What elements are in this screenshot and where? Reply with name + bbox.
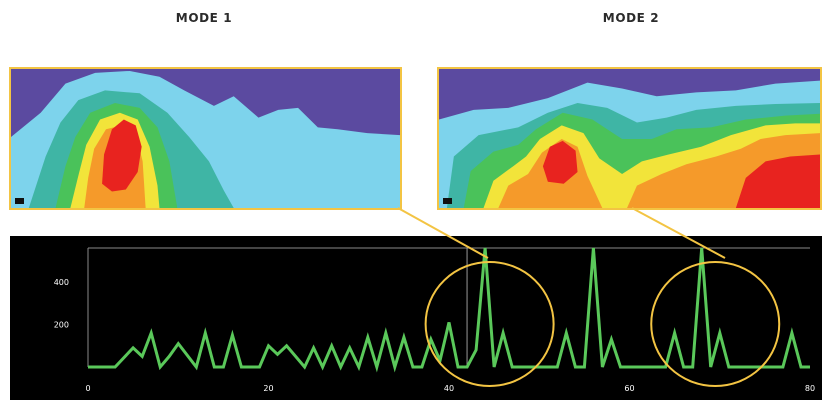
x-tick-label-60: 60 [624,384,634,393]
mode-2-scale-marker [443,198,452,204]
line-chart: 0 20 40 60 80 200 400 [54,247,815,393]
mode-2-heatmap-image [439,69,820,208]
mode-1-heatmap-image [11,69,400,208]
chart-highlight-circle-1 [424,261,555,387]
mode-2-title: MODE 2 [602,11,660,25]
chart-series-line [88,247,810,373]
y-tick-label-200: 200 [54,321,69,330]
x-tick-label-0: 0 [85,384,90,393]
chart-panel: 0 20 40 60 80 200 400 [10,236,822,400]
x-tick-label-20: 20 [263,384,273,393]
mode-1-title: MODE 1 [175,11,233,25]
x-tick-label-80: 80 [805,384,815,393]
y-tick-label-400: 400 [54,278,69,287]
x-tick-label-40: 40 [444,384,454,393]
mode-1-heatmap [9,67,402,210]
mode-1-scale-marker [15,198,24,204]
chart-highlight-circle-2 [650,261,781,387]
mode-2-heatmap [437,67,822,210]
